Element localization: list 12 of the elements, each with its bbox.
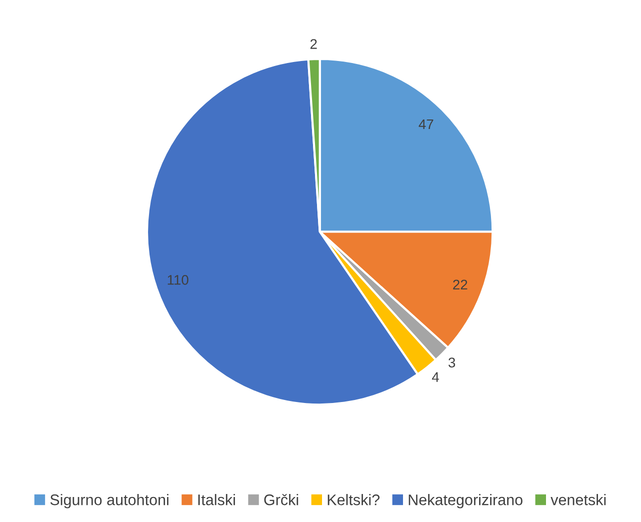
- data-label: 2: [310, 39, 317, 49]
- legend-label: Italski: [198, 494, 235, 506]
- data-label: 22: [453, 280, 468, 290]
- legend-label: Nekategorizirano: [408, 494, 522, 508]
- data-label: 3: [448, 358, 456, 368]
- legend-label: venetski: [550, 494, 606, 506]
- data-label: 47: [418, 119, 434, 130]
- legend-label: Keltski?: [328, 494, 380, 506]
- data-label: 110: [168, 274, 188, 285]
- data-label: 4: [432, 372, 439, 382]
- legend-label: Grčki: [264, 494, 298, 506]
- legend-label: Sigurno autohtoni: [50, 494, 168, 508]
